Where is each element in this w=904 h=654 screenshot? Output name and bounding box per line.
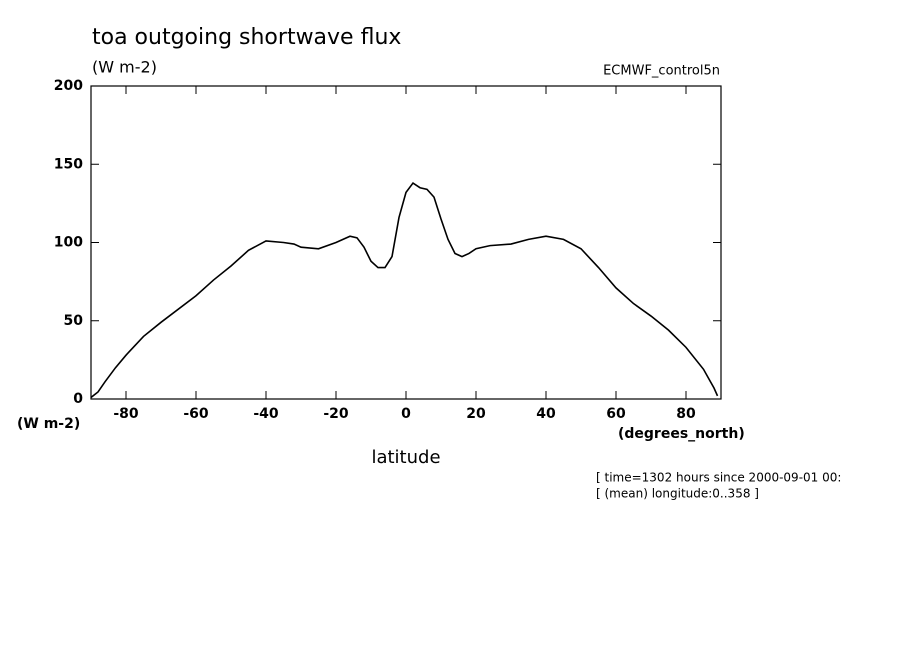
x-tick-label: -20 <box>323 406 349 422</box>
x-tick-label: 60 <box>606 406 626 422</box>
x-tick-label: 40 <box>536 406 556 422</box>
x-tick-label: 80 <box>676 406 696 422</box>
dataset-label: ECMWF_control5n <box>603 64 720 79</box>
note: [ (mean) longitude:0..358 ] <box>596 487 759 501</box>
note: [ time=1302 hours since 2000-09-01 00: <box>596 471 841 485</box>
x-tick-label: -40 <box>253 406 279 422</box>
data-line <box>90 181 719 399</box>
units-label: (W m-2) <box>92 58 157 77</box>
x-tick-label: -60 <box>183 406 209 422</box>
y-axis-units: (W m-2) <box>17 416 80 432</box>
y-tick-label: 0 <box>73 391 83 407</box>
x-tick-label: 0 <box>401 406 411 422</box>
y-tick-label: 100 <box>54 235 83 251</box>
x-axis-label: latitude <box>371 447 440 468</box>
chart-title: toa outgoing shortwave flux <box>92 25 401 50</box>
x-tick-label: -80 <box>113 406 139 422</box>
y-tick-label: 200 <box>54 78 83 94</box>
x-axis-units: (degrees_north) <box>618 426 745 442</box>
y-tick-label: 50 <box>64 313 84 329</box>
y-tick-label: 150 <box>54 156 83 172</box>
x-tick-label: 20 <box>466 406 486 422</box>
